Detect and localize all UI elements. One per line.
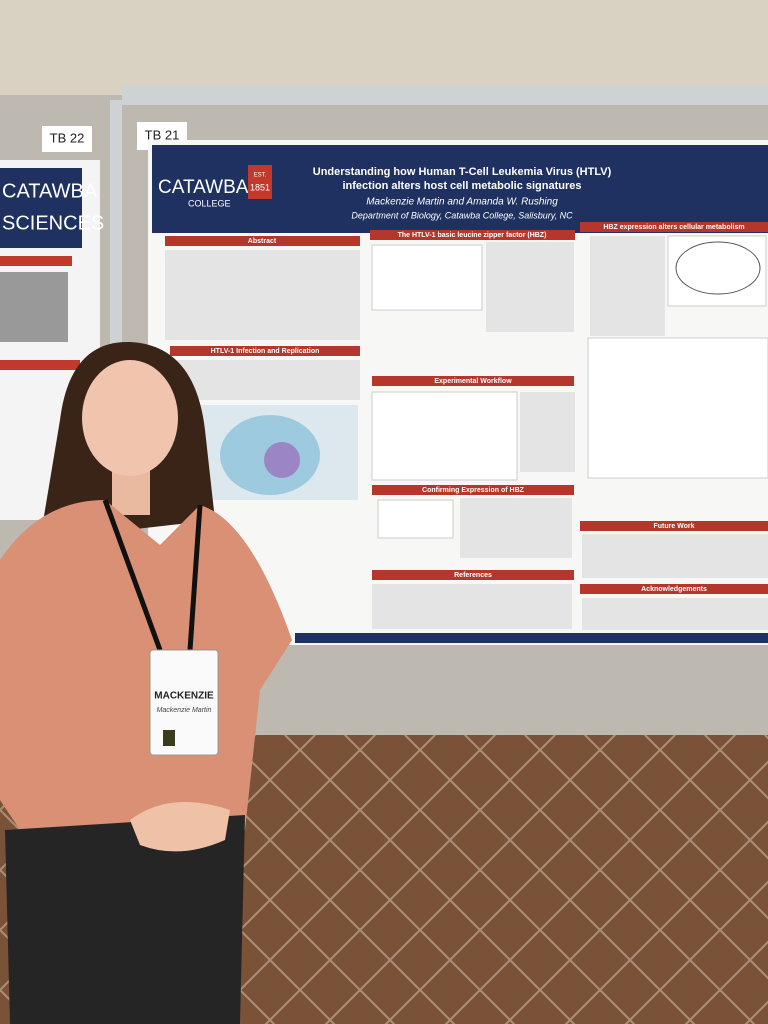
section-bar [0, 256, 72, 266]
poster-authors: Mackenzie Martin and Amanda W. Rushing [366, 197, 558, 208]
section-bar [372, 570, 574, 580]
name-badge [149, 649, 219, 756]
text-block [520, 392, 575, 472]
nucleus [264, 442, 300, 478]
poster-title: Understanding how Human T-Cell Leukemia … [313, 166, 612, 178]
section-bar [372, 376, 574, 386]
logo-badge [248, 165, 272, 199]
section-bar [372, 485, 574, 495]
text-block [372, 584, 572, 629]
section-title: References [454, 572, 492, 579]
text-block [582, 534, 768, 578]
section-title: Confirming Expression of HBZ [422, 487, 525, 494]
figure [371, 244, 483, 311]
section-bar [165, 236, 360, 246]
left-word: SCIENCES [2, 212, 104, 234]
text-block [590, 236, 665, 336]
text-block [175, 360, 360, 400]
badge-first-name: MACKENZIE [154, 691, 214, 702]
pants [5, 815, 245, 1024]
year: 1851 [250, 182, 270, 192]
section-bar [580, 521, 768, 531]
text-block [460, 498, 572, 558]
figure [587, 337, 768, 479]
text-block [582, 598, 768, 630]
poster-footer [295, 633, 768, 643]
text-block [165, 250, 360, 340]
poster-body [165, 235, 768, 630]
est: EST. [254, 173, 267, 179]
text-block [486, 242, 574, 332]
figure [377, 499, 454, 539]
poster-department: Department of Biology, Catawba College, … [351, 210, 573, 220]
person: MACKENZIE Mackenzie Martin [0, 341, 292, 1024]
section-bar [580, 222, 768, 232]
section-title: HTLV-1 Infection and Replication [211, 348, 320, 355]
lanyard [102, 499, 203, 651]
figure [371, 391, 518, 481]
figure [0, 272, 68, 342]
board-label [42, 126, 92, 152]
section-title: Abstract [248, 238, 277, 245]
left-logo: CATAWBA [2, 180, 98, 202]
board-frame [122, 85, 768, 105]
face [82, 360, 178, 476]
poster-title: infection alters host cell metabolic sig… [342, 180, 581, 192]
pca-ellipse [675, 241, 761, 295]
hands [130, 802, 230, 852]
section-title: The HTLV-1 basic leucine zipper factor (… [398, 232, 547, 239]
section-title: HBZ expression alters cellular metabolis… [603, 224, 744, 231]
section-title: Acknowledgements [641, 586, 707, 593]
section-bar [0, 360, 80, 370]
section-title: Future Work [653, 523, 694, 530]
poster-logo: CATAWBA [158, 177, 249, 198]
section-bar [580, 584, 768, 594]
section-bar [170, 346, 360, 356]
figure [667, 235, 767, 307]
left-poster-header [0, 168, 82, 248]
shirt [0, 500, 292, 830]
section-title: Experimental Workflow [434, 378, 512, 385]
badge-logo [163, 730, 175, 746]
board-label-text: TB 22 [50, 130, 85, 145]
poster-logo-sub: COLLEGE [188, 198, 231, 208]
badge-full-name: Mackenzie Martin [157, 707, 212, 714]
section-bar [370, 230, 575, 240]
board-label-text: TB 21 [145, 127, 180, 142]
neck [112, 470, 150, 515]
